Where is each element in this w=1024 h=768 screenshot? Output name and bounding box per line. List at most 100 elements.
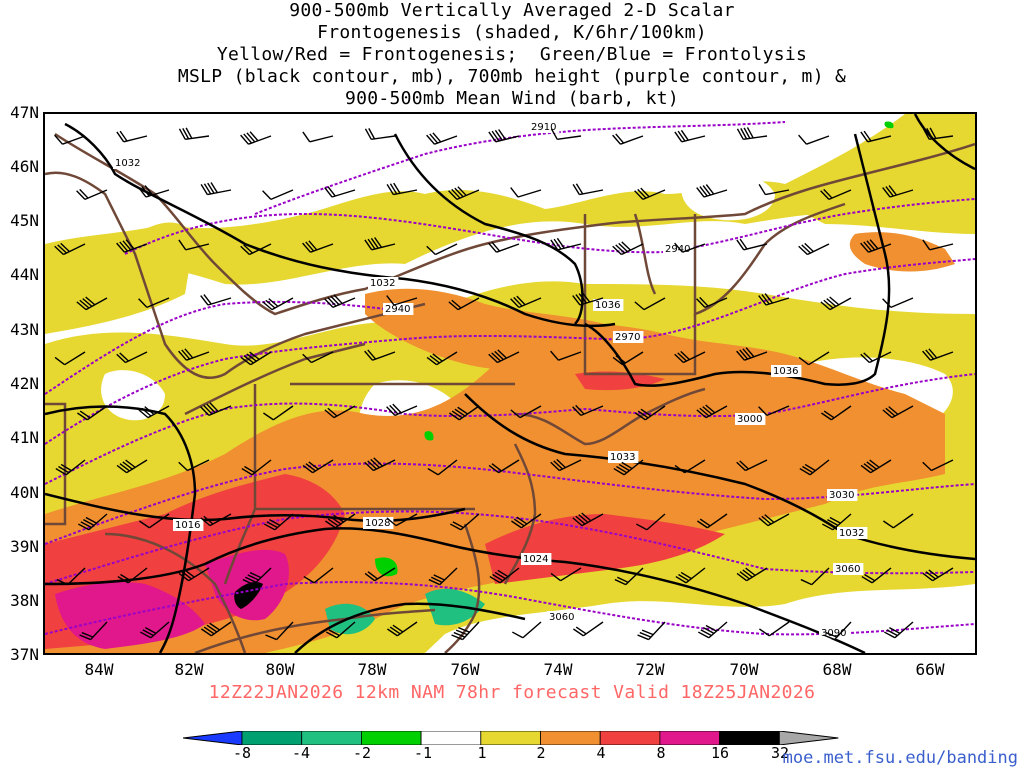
colorbar-tick: 1 <box>477 744 487 762</box>
lat-label-44n: 44N <box>10 265 39 284</box>
wind-barb <box>116 459 148 474</box>
wind-barb <box>820 296 852 311</box>
wind-barb <box>823 621 852 641</box>
height-label: 3060 <box>833 563 864 575</box>
svg-text:1028: 1028 <box>365 518 390 529</box>
colorbar <box>183 731 839 745</box>
map-canvas: 1032 1032 1036 1036 1033 1032 1028 1024 1016 2910… <box>45 114 975 653</box>
wind-barb <box>178 239 210 251</box>
border-chesapeake <box>444 523 481 653</box>
credit-link[interactable]: moe.met.fsu.edu/banding <box>782 748 1018 768</box>
wind-barb <box>510 187 542 198</box>
wind-barb <box>634 187 666 201</box>
height-label: 2940 <box>663 243 694 255</box>
wind-barb <box>54 134 86 145</box>
wind-barb <box>240 243 272 256</box>
forecast-valid-time: 12Z22JAN2026 12km NAM 78hr forecast Vali… <box>208 682 816 703</box>
border-ny-ne <box>583 214 697 376</box>
wind-barb <box>426 243 458 256</box>
wind-barb <box>178 127 210 141</box>
wind-barb <box>262 297 294 311</box>
lat-label-41n: 41N <box>10 428 39 447</box>
svg-text:3090: 3090 <box>821 628 846 639</box>
wind-barb <box>674 242 706 253</box>
svg-text:2970: 2970 <box>615 332 640 343</box>
wind-barb <box>550 128 582 141</box>
wind-barb <box>821 513 852 531</box>
wind-barb <box>674 459 706 474</box>
wind-barb <box>240 351 272 366</box>
title-line-5: 900-500mb Mean Wind (barb, kt) <box>344 88 680 109</box>
border-lake-erie <box>184 342 366 416</box>
wind-barb <box>242 567 272 586</box>
colorbar-swatch <box>599 731 661 745</box>
wind-barb <box>302 351 334 364</box>
wind-barb <box>674 129 706 143</box>
wind-barb <box>139 513 170 529</box>
wind-barb <box>860 351 892 364</box>
wind-barb <box>449 513 480 531</box>
wind-barb <box>821 405 852 421</box>
wind-barb <box>364 128 396 141</box>
mslp-label: 1032 <box>837 527 868 539</box>
svg-text:2940: 2940 <box>665 244 690 255</box>
lat-label-42n: 42N <box>10 374 39 393</box>
wind-barb <box>448 186 480 201</box>
svg-text:1033: 1033 <box>610 452 635 463</box>
wind-barb <box>488 459 520 474</box>
wind-barb <box>550 458 582 472</box>
wind-barb <box>324 186 356 198</box>
wind-barb <box>451 621 480 641</box>
colorbar-swatch <box>241 731 303 745</box>
wind-barb <box>178 459 210 472</box>
wind-barb <box>200 402 232 417</box>
wind-barbs <box>54 127 954 641</box>
height-3060 <box>45 510 975 585</box>
border-ohio-wv <box>223 384 257 585</box>
wind-barb <box>386 513 418 527</box>
wind-barb <box>138 185 170 198</box>
wind-barb <box>489 567 520 584</box>
height-label: 2970 <box>613 331 644 343</box>
wind-barb <box>448 297 480 311</box>
wind-barb <box>510 295 542 309</box>
mslp-label: 1032 <box>368 277 399 289</box>
mslp-1032-north <box>64 122 616 328</box>
mslp-ne <box>913 114 975 171</box>
border-west-edge <box>45 402 67 526</box>
lat-label-43n: 43N <box>10 320 39 339</box>
wind-barb <box>572 292 604 306</box>
wind-barb <box>386 182 418 196</box>
shade-green-5 <box>884 121 894 129</box>
wind-barb <box>800 567 830 586</box>
map-panel: 1032 1032 1036 1036 1033 1032 1028 1024 1016 2910… <box>43 112 977 655</box>
colorbar-tick: 32 <box>770 744 790 762</box>
wind-barb <box>736 459 768 472</box>
wind-barb <box>882 185 914 198</box>
lat-label-46n: 46N <box>10 157 39 176</box>
shade-orange-ne <box>849 232 955 272</box>
border-va-nc <box>194 608 436 653</box>
lat-label-38n: 38N <box>10 591 39 610</box>
svg-text:1036: 1036 <box>773 366 798 377</box>
wind-barb <box>76 296 108 311</box>
svg-text:1032: 1032 <box>115 158 140 169</box>
wind-barb <box>303 567 334 584</box>
svg-text:2940: 2940 <box>385 304 410 315</box>
mslp-low <box>294 602 526 653</box>
wind-barb <box>798 134 830 145</box>
wind-barb <box>758 293 790 306</box>
svg-text:1036: 1036 <box>595 300 620 311</box>
wind-barb <box>138 297 170 309</box>
wind-barb <box>550 350 582 361</box>
mslp-label: 1036 <box>771 365 802 377</box>
wind-barb <box>138 405 170 419</box>
wind-barb <box>820 188 852 201</box>
wind-barb <box>697 621 728 639</box>
wind-barb <box>883 621 914 639</box>
lon-label-68w: 68W <box>822 660 852 679</box>
mslp-label: 1028 <box>363 517 394 529</box>
wind-barb <box>116 239 148 253</box>
mslp-1032-east <box>464 393 975 561</box>
height-label: 3060 <box>547 611 578 623</box>
